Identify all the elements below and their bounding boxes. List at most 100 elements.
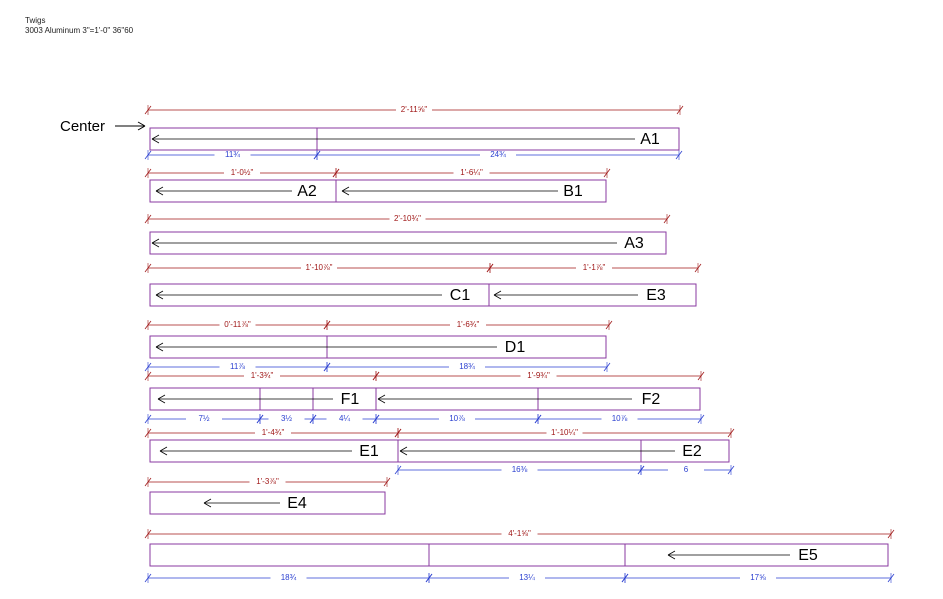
dimension-label: 24¾ xyxy=(490,150,506,159)
part-box xyxy=(149,335,607,359)
arrow-head xyxy=(667,550,676,556)
dimension-label: 18¾ xyxy=(459,362,475,371)
part-label: F2 xyxy=(642,391,661,408)
dimension-label-bg xyxy=(740,573,776,583)
dimension-label: 18¾ xyxy=(281,573,297,582)
dimension-label: 1'-0½" xyxy=(231,168,254,177)
part-label: A2 xyxy=(297,183,317,200)
arrow-head xyxy=(151,138,160,144)
arrow-head xyxy=(157,394,166,400)
dimension-label-bg xyxy=(214,150,251,160)
arrow-head xyxy=(157,398,166,404)
dimension-label: 11¾ xyxy=(225,150,240,159)
dimension-label: 2'-11⅝" xyxy=(401,105,428,114)
dimension-label: 10⅞ xyxy=(449,414,465,423)
part-label: E4 xyxy=(287,495,307,512)
part-label: E5 xyxy=(798,547,818,564)
dimension-label-bg xyxy=(501,465,538,475)
arrow-head xyxy=(399,446,408,452)
dimension-label-bg xyxy=(224,168,260,178)
arrow-head xyxy=(341,186,350,192)
arrow-head xyxy=(203,498,212,504)
arrow-head xyxy=(155,294,164,300)
dimension-label-bg xyxy=(270,573,307,583)
part-label: D1 xyxy=(505,339,526,356)
arrow-head xyxy=(151,242,160,248)
dimension-label: 1'-6¼" xyxy=(460,168,483,177)
dimension-label-bg xyxy=(396,105,432,115)
dimension-label-bg xyxy=(249,477,286,487)
part-label: E1 xyxy=(359,443,379,460)
part-box xyxy=(149,231,667,255)
part-box xyxy=(149,543,889,567)
dimension-label-bg xyxy=(389,214,426,224)
dimension-label: 1'-3¾" xyxy=(251,371,274,380)
dimension-label: 11⅞ xyxy=(230,362,245,371)
arrow-head xyxy=(203,502,212,508)
dimension-label: 13¼ xyxy=(519,573,535,582)
part-box xyxy=(488,283,697,307)
part-label: E3 xyxy=(646,287,666,304)
part-label: A1 xyxy=(640,131,660,148)
arrow-head xyxy=(493,294,502,300)
arrow-head xyxy=(155,342,164,348)
part-label: C1 xyxy=(450,287,471,304)
dimension-label: 3½ xyxy=(281,414,292,423)
subtitle: 3003 Aluminum 3"=1'-0" 36"60 xyxy=(25,26,134,35)
part-box xyxy=(335,179,607,203)
arrow-head xyxy=(151,238,160,244)
dimension-label: 4¼ xyxy=(339,414,350,423)
dimension-label: 1'-4¾" xyxy=(262,428,285,437)
arrow-head xyxy=(151,134,160,140)
dimension-label: 4'-1⅝" xyxy=(508,529,531,538)
dimension-label: 7½ xyxy=(198,414,209,423)
dimension-label-bg xyxy=(520,371,557,381)
dimension-label-bg xyxy=(576,263,612,273)
dimension-label: 1'-10¼" xyxy=(551,428,578,437)
dimension-label-bg xyxy=(509,573,545,583)
dimension-label: 1'-9¾" xyxy=(527,371,550,380)
arrow-head xyxy=(399,450,408,456)
dimension-label-bg xyxy=(480,150,516,160)
center-label: Center xyxy=(60,118,105,135)
part-box xyxy=(149,127,680,151)
dimension-label-bg xyxy=(186,414,222,424)
dimension-label-bg xyxy=(268,414,305,424)
arrow-head xyxy=(377,394,386,400)
dimension-label-bg xyxy=(501,529,538,539)
dimension-label-bg xyxy=(601,414,638,424)
dimension-label: 10⅞ xyxy=(612,414,628,423)
arrow-head xyxy=(159,446,168,452)
arrow-head xyxy=(493,290,502,296)
dimension-label-bg xyxy=(668,465,704,475)
arrow-head xyxy=(155,290,164,296)
dimension-label: 6 xyxy=(684,465,689,474)
dimension-label: 2'-10¾" xyxy=(394,214,421,223)
center-arrow xyxy=(115,121,146,131)
arrow-head xyxy=(341,190,350,196)
dimension-label: 1'-10⅞" xyxy=(305,263,332,272)
arrow-head xyxy=(159,450,168,456)
part-box xyxy=(149,491,386,515)
dimension-label-bg xyxy=(450,320,486,330)
dimension-label: 0'-11⅞" xyxy=(224,320,251,329)
dimension-label: 1'-3⅞" xyxy=(256,477,279,486)
dimension-label-bg xyxy=(453,168,490,178)
part-label: F1 xyxy=(341,391,360,408)
part-label: B1 xyxy=(563,183,583,200)
dimension-label: 16⅜ xyxy=(512,465,528,474)
dimension-label-bg xyxy=(301,263,337,273)
arrow-head xyxy=(377,398,386,404)
title: Twigs xyxy=(25,16,45,25)
arrow-head xyxy=(155,186,164,192)
dimension-label: 1'-1⅞" xyxy=(583,263,606,272)
part-label: E2 xyxy=(682,443,702,460)
dimension-label-bg xyxy=(439,414,475,424)
dimension-label-bg xyxy=(219,320,256,330)
arrow-head xyxy=(155,346,164,352)
part-box xyxy=(397,439,730,463)
dimension-label-bg xyxy=(449,362,485,372)
arrow-head xyxy=(667,554,676,560)
arrow-head xyxy=(155,190,164,196)
